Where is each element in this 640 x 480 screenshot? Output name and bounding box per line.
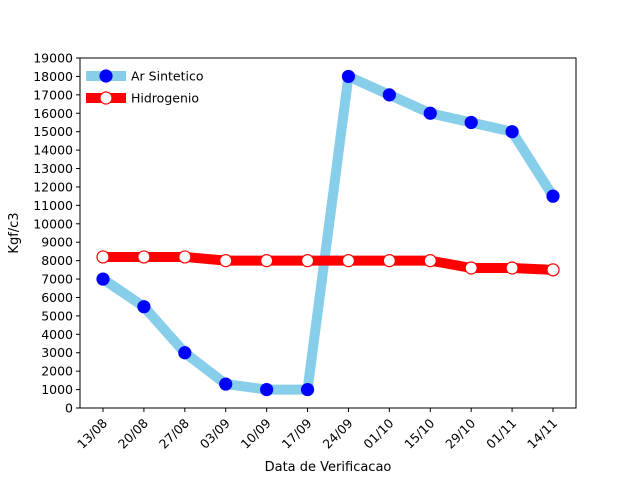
data-point — [137, 300, 151, 314]
y-tick-label: 19000 — [33, 51, 73, 66]
data-point — [423, 106, 437, 120]
series-line — [100, 71, 558, 395]
data-point — [219, 377, 233, 391]
y-tick-label: 7000 — [41, 272, 73, 287]
data-point — [300, 254, 315, 268]
data-point — [382, 88, 396, 102]
legend-entry: Ar Sintetico — [86, 69, 203, 84]
legend-marker — [99, 91, 113, 105]
y-tick-label: 13000 — [33, 161, 73, 176]
y-tick-label: 12000 — [33, 179, 73, 194]
data-point — [546, 263, 560, 277]
y-tick-label: 5000 — [41, 308, 73, 323]
y-tick-label: 2000 — [41, 364, 73, 379]
y-tick-label: 3000 — [41, 345, 73, 360]
data-point — [260, 382, 274, 397]
legend-label: Hidrogenio — [131, 91, 199, 106]
y-tick-label: 8000 — [41, 253, 73, 268]
y-tick-label: 11000 — [33, 198, 73, 213]
data-point — [546, 189, 560, 203]
y-tick-label: 15000 — [33, 124, 73, 139]
series-layer — [96, 69, 560, 397]
y-tick-label: 14000 — [33, 143, 73, 158]
legend-marker — [99, 69, 113, 83]
data-point — [137, 250, 151, 264]
y-axis: 0 1000 2000 3000 4000 5000 6000 7000 8000 9000 100… — [33, 51, 80, 416]
series-2 — [96, 250, 560, 277]
legend-entry: Hidrogenio — [86, 91, 199, 106]
y-axis-label: Kgf/c3 — [7, 212, 22, 253]
series-line — [103, 251, 554, 275]
y-tick-label: 17000 — [33, 87, 73, 102]
series-1 — [96, 69, 560, 397]
y-tick-label: 10000 — [33, 216, 73, 231]
x-axis-label: Data de Verificacao — [265, 460, 392, 475]
y-tick-label: 6000 — [41, 290, 73, 305]
data-point — [96, 272, 110, 286]
data-point — [464, 115, 478, 130]
y-tick-label: 1000 — [41, 382, 73, 397]
data-point — [300, 382, 315, 397]
data-point — [219, 254, 233, 268]
data-point — [341, 69, 356, 84]
data-point — [505, 125, 519, 139]
data-point — [178, 346, 192, 360]
y-tick-label: 0 — [65, 401, 73, 416]
data-point — [464, 261, 478, 275]
data-point — [423, 254, 437, 268]
data-point — [260, 254, 274, 268]
data-point — [382, 254, 396, 268]
data-point — [178, 250, 192, 264]
y-tick-label: 4000 — [41, 327, 73, 342]
legend: Ar Sintetico Hidrogenio — [86, 69, 203, 106]
y-tick-label: 9000 — [41, 235, 73, 250]
y-tick-label: 18000 — [33, 69, 73, 84]
data-point — [505, 261, 519, 275]
plot-frame — [79, 57, 577, 409]
y-tick-label: 16000 — [33, 106, 73, 121]
legend-label: Ar Sintetico — [131, 69, 203, 84]
data-point — [341, 254, 356, 268]
data-point — [96, 250, 110, 264]
